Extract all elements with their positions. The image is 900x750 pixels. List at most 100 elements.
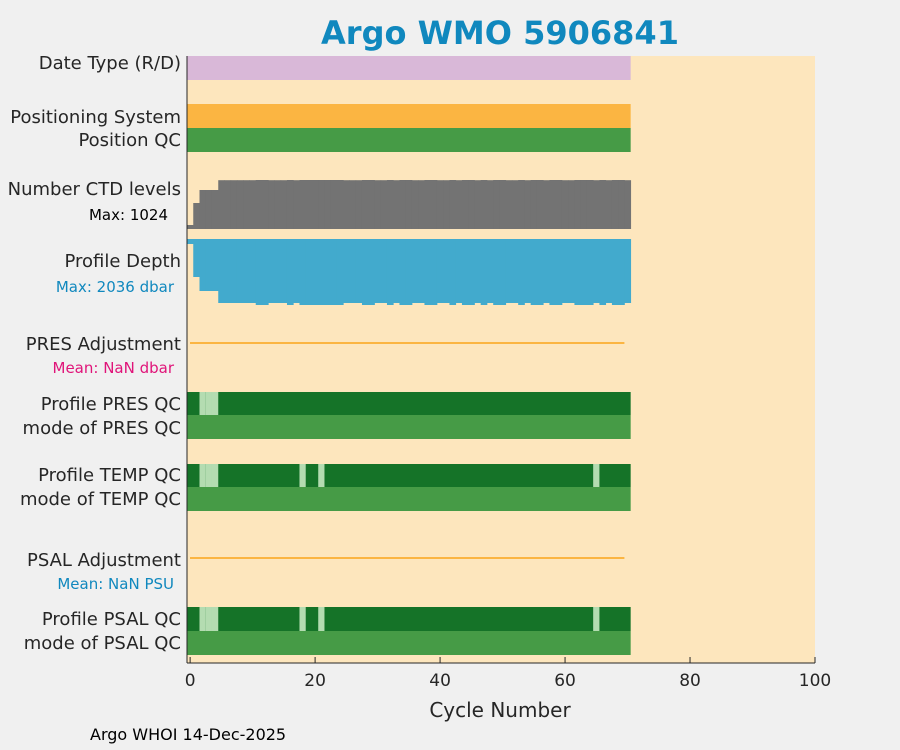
profile-depth-bar: [205, 239, 213, 291]
profile-pres-qc-label: Profile PRES QC: [41, 394, 181, 415]
psal-adjustment-label: PSAL Adjustment: [27, 550, 181, 571]
profile-psal-qc-bar-light-cell: [199, 607, 206, 631]
profile-depth-bar: [499, 239, 507, 305]
profile-depth-bar: [324, 239, 332, 305]
ctd-levels-bar: [455, 180, 463, 229]
profile-pres-qc-bar-light-cell: [205, 392, 212, 415]
profile-depth-bar: [355, 239, 363, 303]
profile-depth-bar: [236, 239, 244, 303]
ctd-levels-bar: [405, 180, 413, 229]
profile-depth-bar: [336, 239, 344, 305]
profile-depth-bar: [386, 239, 394, 305]
ctd-levels-bar: [293, 180, 300, 229]
ctd-levels-bar: [205, 190, 213, 229]
ctd-levels-bar: [274, 180, 282, 229]
ctd-levels-bar: [543, 180, 550, 229]
profile-depth-bar: [330, 239, 338, 305]
ctd-levels-bar: [505, 180, 513, 229]
ctd-levels-bar: [424, 180, 432, 229]
profile-depth-bar: [305, 239, 313, 305]
x-tick-label: 60: [554, 671, 576, 691]
ctd-levels-bar: [336, 180, 344, 229]
ctd-levels-bar: [199, 190, 207, 229]
ctd-levels-bar: [224, 180, 232, 229]
profile-temp-qc-bar: [187, 464, 631, 487]
ctd-levels-bar: [349, 180, 357, 229]
profile-depth-bar: [261, 239, 269, 305]
profile-depth-bar: [311, 239, 319, 305]
ctd-levels-bar: [324, 180, 332, 229]
ctd-levels-bar: [193, 203, 200, 229]
mode-pres-qc-label: mode of PRES QC: [23, 418, 181, 439]
profile-depth-bar: [380, 239, 388, 303]
ctd-levels-bar: [218, 180, 225, 229]
profile-temp-qc-bar-light-cell: [318, 464, 325, 487]
profile-depth-bar: [449, 239, 457, 305]
profile-temp-qc-bar-light-cell: [211, 464, 219, 487]
ctd-levels-bar: [305, 180, 313, 229]
profile-depth-bar: [474, 239, 482, 303]
profile-depth-bar: [586, 239, 594, 305]
ctd-levels-bar: [430, 180, 438, 229]
profile-temp-qc-bar-light-cell: [593, 464, 600, 487]
profile-depth-bar: [274, 239, 282, 303]
profile-depth-bar: [536, 239, 544, 305]
mode-temp-qc-bar: [187, 487, 631, 511]
ctd-levels-bar: [368, 180, 375, 229]
profile-depth-bar: [461, 239, 469, 305]
profile-depth-bar: [511, 239, 519, 303]
profile-depth-bar: [286, 239, 294, 305]
ctd-levels-bar: [580, 180, 588, 229]
ctd-levels-bar: [211, 190, 219, 229]
profile-depth-bar: [349, 239, 357, 303]
x-axis-label: Cycle Number: [429, 698, 571, 722]
profile-depth-bar: [218, 239, 225, 303]
profile-depth-bar: [455, 239, 463, 303]
ctd-levels-bar: [568, 180, 575, 229]
ctd-levels-bar: [536, 180, 544, 229]
profile-depth-bar: [249, 239, 257, 303]
profile-depth-sublabel: Max: 2036 dbar: [56, 278, 175, 296]
profile-depth-bar: [524, 239, 532, 303]
mode-psal-qc-label: mode of PSAL QC: [24, 633, 181, 654]
ctd-levels-bar: [268, 180, 275, 229]
footer-credit: Argo WHOI 14-Dec-2025: [90, 725, 287, 744]
ctd-levels-bar: [443, 180, 450, 229]
profile-pres-qc-bar-light-cell: [199, 392, 206, 415]
profile-depth-bar: [243, 239, 250, 303]
profile-depth-bar: [255, 239, 263, 305]
profile-temp-qc-bar-light-cell: [299, 464, 306, 487]
ctd-levels-bar: [468, 180, 475, 229]
ctd-levels-sublabel: Max: 1024: [89, 206, 168, 224]
profile-depth-bar: [199, 239, 207, 291]
ctd-levels-bar: [286, 180, 294, 229]
profile-pres-qc-bar-light-cell: [211, 392, 219, 415]
position-qc-label: Position QC: [78, 130, 181, 151]
profile-depth-bar: [593, 239, 600, 303]
ctd-levels-bar: [418, 180, 425, 229]
profile-depth-bar: [361, 239, 369, 305]
ctd-levels-bar: [574, 180, 582, 229]
profile-temp-qc-bar-light-cell: [205, 464, 212, 487]
ctd-levels-bar: [524, 180, 532, 229]
ctd-levels-bar: [361, 180, 369, 229]
ctd-levels-bar: [318, 180, 325, 229]
profile-depth-bar: [343, 239, 350, 303]
profile-depth-bar: [549, 239, 557, 305]
ctd-levels-bar: [530, 180, 538, 229]
profile-depth-bar: [574, 239, 582, 305]
profile-depth-bar: [411, 239, 419, 303]
ctd-levels-bar: [561, 180, 569, 229]
axes-background: [187, 56, 815, 663]
ctd-levels-bar: [299, 180, 307, 229]
profile-depth-bar: [599, 239, 607, 305]
ctd-levels-bar: [230, 180, 238, 229]
ctd-levels-bar: [624, 180, 632, 229]
ctd-levels-bar: [593, 180, 600, 229]
ctd-levels-bar: [330, 180, 338, 229]
ctd-levels-bar: [486, 180, 494, 229]
ctd-levels-bar: [599, 180, 607, 229]
ctd-levels-bar: [393, 180, 400, 229]
position-qc-bar: [187, 128, 631, 152]
date-type-bar: [187, 56, 631, 80]
